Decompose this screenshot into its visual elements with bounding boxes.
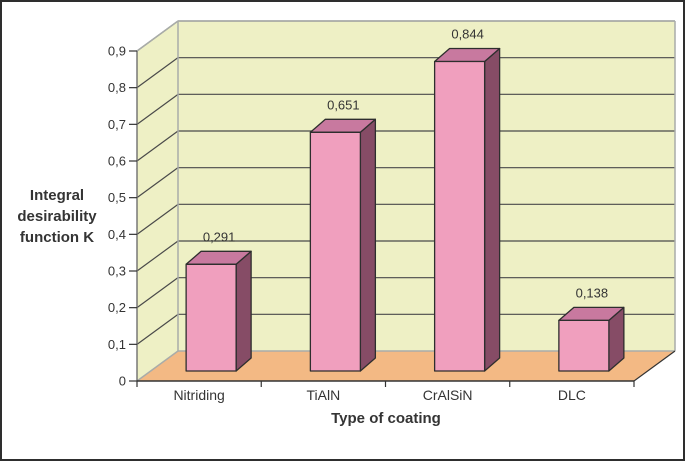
y-tick-label: 0,6 xyxy=(108,154,126,169)
y-tick-label: 0,3 xyxy=(108,264,126,279)
gridline-sidewall xyxy=(136,240,179,272)
bar-front-tialn xyxy=(309,131,362,372)
gridline-sidewall xyxy=(136,167,179,199)
y-tick-label: 0,5 xyxy=(108,190,126,205)
floor-left-edge xyxy=(136,350,179,382)
floor xyxy=(137,351,675,381)
bar-front-cralsin xyxy=(433,60,486,372)
wall-top-left-edge xyxy=(136,20,179,52)
x-category-label: Nitriding xyxy=(173,387,224,403)
bar-value-label: 0,844 xyxy=(451,27,484,42)
bar-front-nitriding xyxy=(185,263,237,372)
x-category-label: DLC xyxy=(558,387,586,403)
x-category-label: TiAlN xyxy=(307,387,341,403)
gridline-sidewall xyxy=(136,130,179,162)
y-axis-title-line: Integral xyxy=(29,187,85,204)
y-tick-label: 0,1 xyxy=(108,337,126,352)
x-axis-title: Type of coating xyxy=(331,410,441,427)
y-axis-title: Integral desirability function K xyxy=(2,185,112,248)
bar-side-tialn xyxy=(359,118,377,372)
y-axis-title-line: desirability xyxy=(17,208,97,225)
y-tick-label: 0,4 xyxy=(108,227,126,242)
gridline-sidewall xyxy=(136,93,179,125)
gridline-sidewall xyxy=(136,203,179,235)
bar-value-label: 0,291 xyxy=(203,229,236,244)
y-tick-label: 0,7 xyxy=(108,117,126,132)
gridline-sidewall xyxy=(136,57,179,89)
y-tick-label: 0,9 xyxy=(108,44,126,59)
y-tick-label: 0 xyxy=(119,374,126,389)
gridline-sidewall xyxy=(136,277,179,309)
y-tick-label: 0,2 xyxy=(108,300,126,315)
bar-value-label: 0,138 xyxy=(576,285,609,300)
bar-side-nitriding xyxy=(235,250,252,372)
x-category-label: CrAlSiN xyxy=(423,387,473,403)
floor-right-edge xyxy=(633,350,676,382)
y-tick-label: 0,8 xyxy=(108,80,126,95)
bar-side-cralsin xyxy=(483,47,501,372)
y-axis-title-line: function K xyxy=(19,229,95,246)
gridline-sidewall xyxy=(136,313,179,345)
bar-front-dlc xyxy=(558,319,610,372)
back-wall xyxy=(178,21,675,351)
bar-value-label: 0,651 xyxy=(327,97,360,112)
left-wall xyxy=(137,21,178,381)
